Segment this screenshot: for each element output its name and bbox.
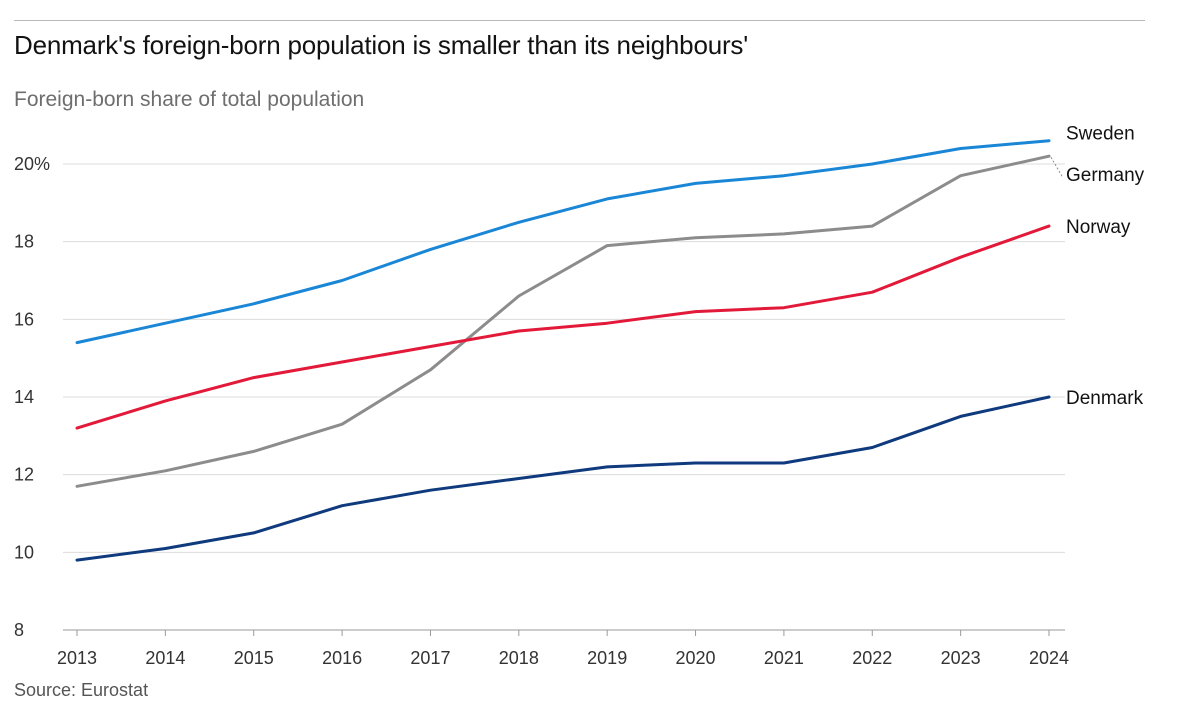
x-tick-label: 2021 [764, 648, 804, 668]
y-tick-label: 10 [14, 542, 34, 562]
y-tick-label: 8 [14, 620, 24, 640]
x-tick-label: 2022 [852, 648, 892, 668]
x-tick-label: 2017 [410, 648, 450, 668]
chart-subtitle: Foreign-born share of total population [14, 88, 365, 111]
series-line-sweden [75, 139, 1051, 345]
y-tick-label: 14 [14, 387, 34, 407]
x-tick-label: 2024 [1029, 648, 1069, 668]
top-rule [14, 20, 1145, 21]
x-tick-label: 2020 [676, 648, 716, 668]
x-tick-label: 2015 [234, 648, 274, 668]
x-tick-label: 2018 [499, 648, 539, 668]
y-tick-label: 18 [14, 232, 34, 252]
series-line-norway [75, 224, 1051, 430]
source-note: Source: Eurostat [14, 680, 149, 700]
x-tick-label: 2013 [57, 648, 97, 668]
series-line-germany [75, 154, 1051, 488]
series-label-sweden: Sweden [1066, 124, 1135, 145]
chart-title: Denmark's foreign-born population is sma… [14, 30, 748, 60]
series-label-denmark: Denmark [1066, 388, 1144, 409]
x-tick-label: 2023 [941, 648, 981, 668]
x-tick-label: 2019 [587, 648, 627, 668]
series-label-germany: Germany [1066, 165, 1145, 186]
y-tick-label: 20% [14, 154, 50, 174]
y-tick-label: 12 [14, 465, 34, 485]
series-label-norway: Norway [1066, 217, 1131, 238]
y-tick-label: 16 [14, 309, 34, 329]
series-line-denmark [75, 395, 1051, 562]
x-tick-label: 2014 [145, 648, 185, 668]
x-tick-label: 2016 [322, 648, 362, 668]
germany-label-leader [1050, 156, 1063, 177]
